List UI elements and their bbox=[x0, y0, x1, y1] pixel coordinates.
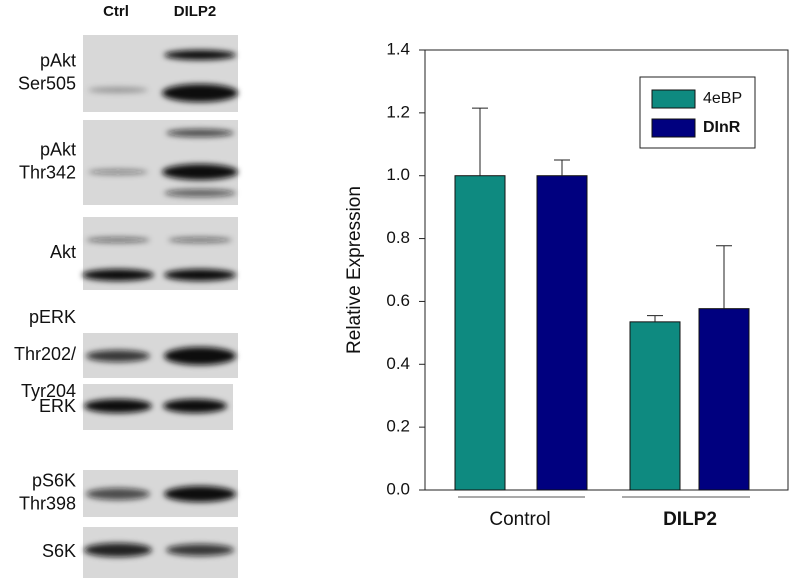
lane-label: DILP2 bbox=[174, 3, 217, 20]
y-axis-label: Relative Expression bbox=[344, 186, 365, 354]
row-label: pS6K bbox=[32, 470, 76, 490]
y-tick-label: 0.6 bbox=[386, 291, 410, 310]
row-label: Ser505 bbox=[18, 73, 76, 93]
row-label: Tyr204 bbox=[21, 381, 76, 401]
bar bbox=[629, 321, 681, 491]
error-bar bbox=[472, 107, 488, 176]
row-label: ERK bbox=[39, 396, 76, 416]
y-tick-label: 1.4 bbox=[386, 39, 410, 58]
bar-chart: Relative Expression 0.0 0.2 0.4 0.6 0.8 1.0 1.… bbox=[344, 39, 789, 530]
row-label: S6K bbox=[42, 541, 76, 561]
y-tick-label: 0.4 bbox=[386, 354, 410, 373]
row-label: Thr398 bbox=[19, 493, 76, 513]
lane-label: Ctrl bbox=[103, 3, 129, 20]
row-label: pAkt bbox=[40, 50, 76, 70]
error-bar bbox=[716, 245, 732, 309]
error-bar bbox=[554, 159, 570, 176]
blot-panel: Ctrl DILP2 pAkt Ser505 pAkt Thr342 Akt pERK Th… bbox=[14, 3, 238, 578]
x-tick-label: DILP2 bbox=[663, 509, 717, 530]
y-tick-label: 0.0 bbox=[386, 479, 410, 498]
blot-bands bbox=[82, 50, 238, 557]
row-label: pERK bbox=[29, 307, 76, 327]
legend-label: 4eBP bbox=[703, 90, 742, 107]
y-tick-label: 1.0 bbox=[386, 165, 410, 184]
plot-frame bbox=[424, 49, 789, 491]
row-label: Thr202/ bbox=[14, 344, 76, 364]
x-tick-label: Control bbox=[489, 509, 550, 530]
legend-swatch bbox=[651, 118, 696, 138]
row-label: Thr342 bbox=[19, 162, 76, 182]
legend-swatch bbox=[651, 89, 696, 109]
row-labels: pAkt Ser505 pAkt Thr342 Akt pERK Thr202/Tyr204… bbox=[14, 50, 76, 561]
y-tick-label: 0.2 bbox=[386, 417, 410, 436]
legend-label: DInR bbox=[703, 119, 741, 136]
bar bbox=[536, 175, 588, 491]
row-label: pAkt bbox=[40, 139, 76, 159]
row-label: Akt bbox=[50, 242, 76, 262]
error-bar bbox=[647, 315, 663, 322]
y-tick-label: 1.2 bbox=[386, 102, 410, 121]
bar bbox=[454, 175, 506, 491]
y-tick-label: 0.8 bbox=[386, 228, 410, 247]
bar bbox=[698, 308, 750, 491]
